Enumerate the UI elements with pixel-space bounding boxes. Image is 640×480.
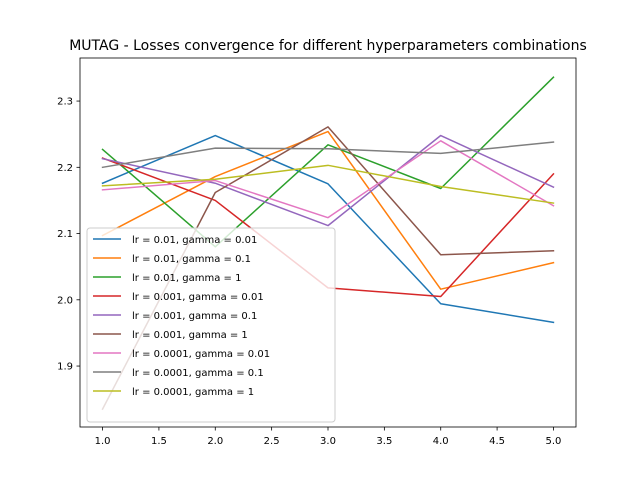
x-tick-label: 1.5 — [151, 436, 167, 447]
legend-entry-label: lr = 0.01, gamma = 0.01 — [132, 235, 257, 246]
series-line-1 — [101, 134, 555, 324]
x-tick-label: 2.0 — [207, 436, 223, 447]
legend-entry-label: lr = 0.01, gamma = 1 — [132, 273, 241, 284]
series-line-8 — [101, 141, 555, 169]
x-tick-label: 3.0 — [320, 436, 336, 447]
chart-title: MUTAG - Losses convergence for different… — [69, 38, 587, 54]
x-tick-label: 4.0 — [433, 436, 449, 447]
legend-entry-label: lr = 0.001, gamma = 0.1 — [132, 311, 257, 322]
y-tick-label: 1.9 — [57, 362, 73, 373]
series-line-3 — [101, 76, 555, 248]
x-tick-label: 4.5 — [489, 436, 505, 447]
x-tick-label: 5.0 — [546, 436, 562, 447]
series-line-5 — [101, 134, 555, 227]
legend-entry-label: lr = 0.0001, gamma = 0.1 — [132, 368, 264, 379]
series-line-2 — [101, 130, 555, 290]
x-tick-label: 1.0 — [95, 436, 111, 447]
legend-entry-label: lr = 0.01, gamma = 0.1 — [132, 254, 251, 265]
x-tick-label: 3.5 — [376, 436, 392, 447]
y-tick-label: 2.1 — [57, 229, 73, 240]
legend-entry-label: lr = 0.001, gamma = 0.01 — [132, 292, 264, 303]
series-line-9 — [101, 164, 555, 204]
y-tick-label: 2.2 — [57, 163, 73, 174]
y-tick-label: 2.3 — [57, 97, 73, 108]
plot-lines — [101, 76, 555, 411]
y-tick-label: 2.0 — [57, 295, 73, 306]
series-line-7 — [101, 140, 555, 219]
legend-entry-label: lr = 0.001, gamma = 1 — [132, 330, 248, 341]
legend-entry-label: lr = 0.0001, gamma = 1 — [132, 387, 254, 398]
legend-box — [86, 227, 336, 423]
x-tick-label: 2.5 — [264, 436, 280, 447]
x-axis: 1.0 1.5 2.0 2.5 3.0 3.5 4.0 4.5 5.0 — [95, 427, 562, 447]
y-axis: 1.9 2.0 2.1 2.2 2.3 — [57, 97, 80, 373]
legend-entry-label: lr = 0.0001, gamma = 0.01 — [132, 349, 270, 360]
legend: lr = 0.01, gamma = 0.01 lr = 0.01, gamma … — [86, 227, 336, 423]
